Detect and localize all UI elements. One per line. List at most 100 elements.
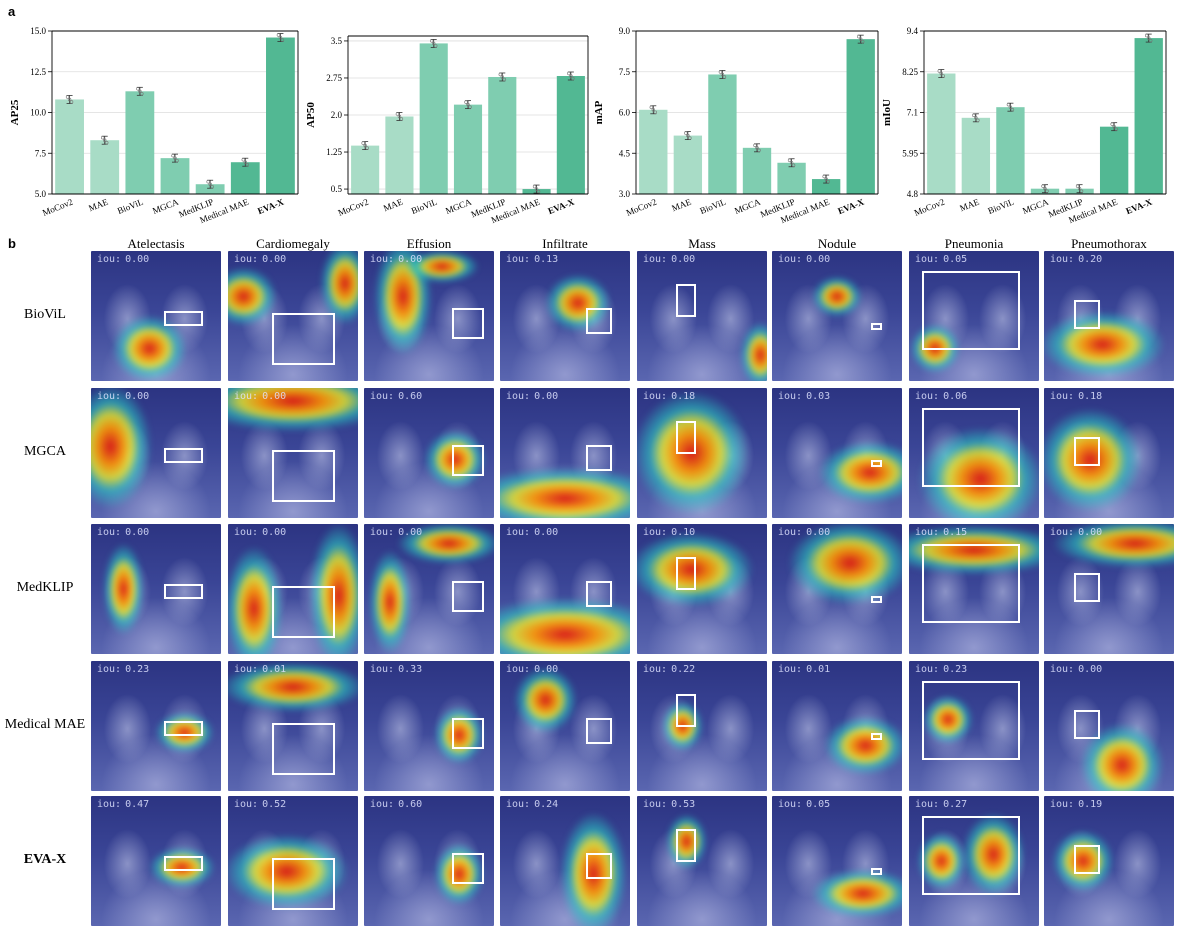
data-point <box>430 39 434 43</box>
iou-value: 0.00 <box>262 391 287 402</box>
iou-text: iou: 0.47 <box>97 799 149 810</box>
data-point <box>826 179 830 184</box>
iou-value: 0.18 <box>1078 391 1103 402</box>
data-point <box>649 105 653 109</box>
heatmap-cell: iou: 0.53 <box>637 796 767 926</box>
data-point <box>651 108 655 112</box>
data-point <box>972 113 976 118</box>
heatmap-cell: iou: 0.23 <box>91 661 221 791</box>
attention-blob <box>824 716 902 775</box>
data-point <box>791 163 796 167</box>
iou-label: iou: <box>506 799 531 810</box>
iou-text: iou: 0.00 <box>506 391 558 402</box>
iou-text: iou: 0.22 <box>643 664 695 675</box>
data-point <box>1149 38 1153 43</box>
ground-truth-box <box>676 828 696 863</box>
data-point <box>688 136 692 140</box>
iou-label: iou: <box>97 664 122 675</box>
data-point <box>1147 36 1151 40</box>
heatmap-cell: iou: 0.23 <box>909 661 1039 791</box>
data-point <box>363 143 367 148</box>
heatmap-cell: iou: 0.00 <box>500 524 630 654</box>
data-point <box>241 158 245 162</box>
ground-truth-box <box>870 459 883 468</box>
ground-truth-box <box>922 270 1020 350</box>
iou-value: 0.00 <box>534 664 559 675</box>
heatmap-cell: iou: 0.05 <box>909 251 1039 381</box>
iou-value: 0.10 <box>671 527 696 538</box>
ground-truth-box <box>676 556 696 591</box>
iou-value: 0.22 <box>671 664 696 675</box>
iou-text: iou: 0.00 <box>1050 664 1102 675</box>
x-tick-label: MoCov2 <box>625 197 658 218</box>
iou-value: 0.00 <box>398 254 423 265</box>
y-axis-label: mAP <box>593 100 605 124</box>
data-point <box>206 180 210 184</box>
bar-ap50-2 <box>419 43 448 194</box>
x-tick-label: BioViL <box>410 197 439 216</box>
data-point <box>1010 107 1015 112</box>
heatmap-cell: iou: 0.52 <box>228 796 358 926</box>
iou-text: iou: 0.00 <box>97 254 149 265</box>
data-point <box>755 146 759 150</box>
iou-text: iou: 0.00 <box>506 664 558 675</box>
iou-value: 0.15 <box>943 527 968 538</box>
x-tick-label: EVA-X <box>256 196 286 216</box>
attention-blob <box>916 831 967 891</box>
data-point <box>361 141 365 145</box>
ground-truth-box <box>163 720 203 737</box>
data-point <box>278 35 283 40</box>
iou-label: iou: <box>643 799 668 810</box>
y-tick-label: 2.75 <box>326 73 342 83</box>
heatmap-cell: iou: 0.24 <box>500 796 630 926</box>
heatmap-cell: iou: 0.01 <box>772 661 902 791</box>
iou-value: 0.20 <box>1078 254 1103 265</box>
data-point <box>1145 33 1149 38</box>
data-point <box>1043 186 1047 191</box>
heatmap-cell: iou: 0.00 <box>1044 524 1174 654</box>
x-tick-label: MoCov2 <box>336 197 369 218</box>
data-point <box>1006 102 1011 107</box>
y-axis-label: mIoU <box>881 99 893 126</box>
y-tick-label: 4.5 <box>619 148 631 158</box>
heatmap-cell: iou: 0.13 <box>500 251 630 381</box>
y-tick-label: 9.0 <box>619 26 631 36</box>
iou-label: iou: <box>234 664 259 675</box>
ground-truth-box <box>163 310 203 327</box>
attention-blob <box>228 267 277 326</box>
iou-label: iou: <box>97 799 122 810</box>
data-point <box>789 161 794 165</box>
ground-truth-box <box>272 450 335 503</box>
data-point <box>210 185 214 189</box>
y-tick-label: 7.5 <box>619 67 631 77</box>
y-tick-label: 2.0 <box>331 110 343 120</box>
iou-text: iou: 0.00 <box>97 391 149 402</box>
bar-ap50-4 <box>488 76 517 194</box>
ground-truth-box <box>272 313 335 366</box>
data-point <box>395 112 400 116</box>
attention-blob <box>423 430 487 489</box>
column-header-cardiomegaly: Cardiomegaly <box>256 236 330 251</box>
data-point <box>722 75 727 79</box>
iou-text: iou: 0.00 <box>234 527 286 538</box>
bar-ap25-1 <box>90 140 120 194</box>
data-point <box>753 143 757 148</box>
bar-miou-0 <box>927 73 956 194</box>
attention-blob <box>923 694 973 745</box>
bar-map-0 <box>639 109 668 194</box>
data-point <box>1075 184 1080 188</box>
row-header-medklip: MedKLIP <box>16 580 74 595</box>
iou-value: 0.52 <box>262 799 287 810</box>
y-tick-label: 7.1 <box>907 108 918 118</box>
data-point <box>65 95 70 99</box>
data-point <box>500 75 504 79</box>
column-header-pneumonia: Pneumonia <box>944 236 1004 251</box>
iou-label: iou: <box>506 391 531 402</box>
ground-truth-box <box>163 447 203 464</box>
data-point <box>432 41 436 46</box>
data-point <box>171 153 175 158</box>
iou-value: 0.00 <box>262 527 287 538</box>
iou-text: iou: 0.18 <box>1050 391 1102 402</box>
iou-text: iou: 0.06 <box>915 391 967 402</box>
data-point <box>1079 189 1084 193</box>
